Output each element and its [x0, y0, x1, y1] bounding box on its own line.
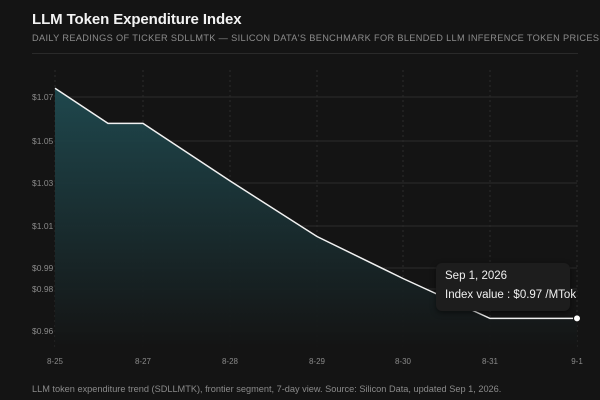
x-tick-label-5: 8-31 — [482, 357, 499, 366]
header-divider — [32, 53, 578, 54]
chart-subtitle: Daily readings of ticker SDLLMTK — Silic… — [32, 33, 600, 43]
y-axis: $1.07 $1.05 $1.03 $1.01 $0.99 $0.98 $0.96 — [32, 92, 54, 336]
highlighted-data-point — [573, 314, 581, 323]
series-line — [54, 87, 577, 320]
y-tick-label-0: $1.07 — [32, 92, 54, 102]
y-tick-label-5: $0.98 — [32, 284, 54, 294]
chart-title: LLM Token Expenditure Index — [32, 11, 242, 28]
x-tick-label-6: 9-1 — [571, 357, 583, 366]
y-tick-label-2: $1.03 — [32, 178, 54, 188]
y-tick-label-3: $1.01 — [32, 221, 54, 231]
area-fill — [55, 88, 577, 347]
y-tick-label-1: $1.05 — [32, 136, 54, 146]
x-tick-label-4: 8-30 — [395, 357, 412, 366]
tooltip-value: $0.97 /MTok — [513, 289, 577, 301]
tooltip-value-row: Index value : $0.97 /MTok — [445, 289, 576, 301]
data-points — [573, 314, 581, 323]
x-tick-label-2: 8-28 — [222, 357, 239, 366]
x-axis: 8-25 8-27 8-28 8-29 8-30 8-31 9-1 — [47, 357, 583, 366]
tooltip-date: Sep 1, 2026 — [445, 270, 508, 282]
tooltip-label: Index value : — [445, 289, 511, 301]
chart-tooltip: Sep 1, 2026 Index value : $0.97 /MTok — [436, 263, 576, 311]
x-tick-label-1: 8-27 — [135, 357, 152, 366]
x-tick-label-0: 8-25 — [47, 357, 64, 366]
y-tick-label-6: $0.96 — [32, 326, 54, 336]
x-tick-label-3: 8-29 — [309, 357, 326, 366]
y-tick-label-4: $0.99 — [32, 263, 54, 273]
chart-caption: LLM token expenditure trend (SDLLMTK), f… — [32, 384, 502, 394]
